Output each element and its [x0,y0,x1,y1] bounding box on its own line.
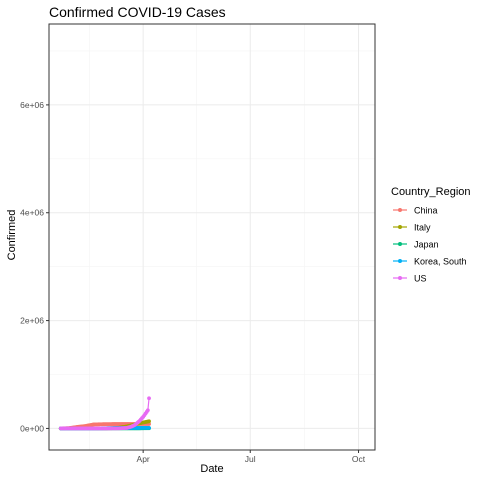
plot-panel [48,23,376,451]
legend-key-point [398,276,402,280]
panel-border [48,23,376,451]
data-point-us [147,396,151,401]
series-us [58,396,151,431]
x-tick-label: Jul [245,454,256,464]
grid-major [49,24,375,450]
legend-item-china: China [393,206,438,216]
legend-key-point [398,225,402,229]
y-axis-title: Confirmed [6,210,18,261]
legend-label: Italy [414,223,431,233]
data-point-korea-south [147,425,151,430]
legend-label: Korea, South [414,257,467,267]
x-axis-title: Date [200,463,223,475]
data-point-us [145,408,150,413]
grid-minor [49,24,375,450]
x-tick-label: Apr [137,454,150,464]
legend-key-point [398,242,402,246]
legend-item-japan: Japan [393,240,439,250]
y-axis: 0e+00 2e+06 4e+06 6e+06 [20,100,49,433]
legend-key-point [398,208,402,212]
y-tick-label: 6e+06 [20,100,44,110]
legend-label: Japan [414,240,439,250]
legend-label: China [414,206,438,216]
chart-title: Confirmed COVID-19 Cases [49,4,226,20]
legend-items: China Italy Japan Korea, South US [393,206,467,284]
data-point-italy [147,419,151,424]
x-tick-label: Oct [352,454,366,464]
x-axis: Apr Jul Oct [137,450,366,464]
y-tick-label: 0e+00 [20,423,44,433]
legend-key-point [398,259,402,263]
y-tick-label: 2e+06 [20,316,44,326]
legend: Country_Region China Italy Japan Korea, Sou… [391,186,471,284]
legend-label: US [414,274,427,284]
legend-item-us: US [393,274,427,284]
series-layer [58,396,151,431]
y-tick-label: 4e+06 [20,208,44,218]
legend-item-italy: Italy [393,223,431,233]
legend-item-korea-south: Korea, South [393,257,467,267]
legend-title: Country_Region [391,186,471,198]
